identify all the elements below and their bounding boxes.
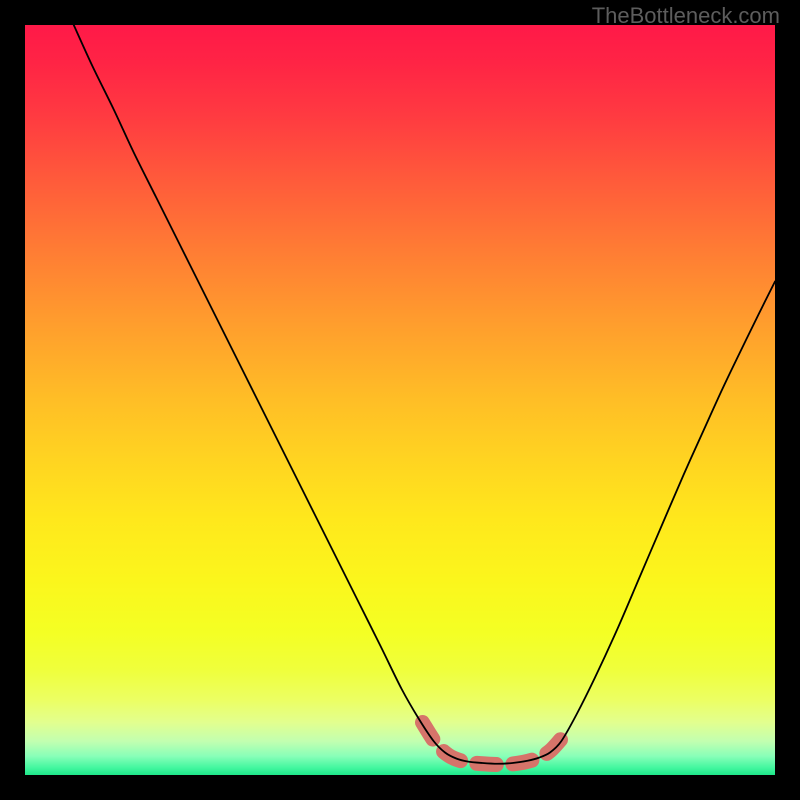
gradient-background — [25, 25, 775, 775]
outer-frame: TheBottleneck.com — [0, 0, 800, 800]
bottleneck-curve-plot — [25, 25, 775, 775]
watermark-label: TheBottleneck.com — [592, 3, 780, 29]
